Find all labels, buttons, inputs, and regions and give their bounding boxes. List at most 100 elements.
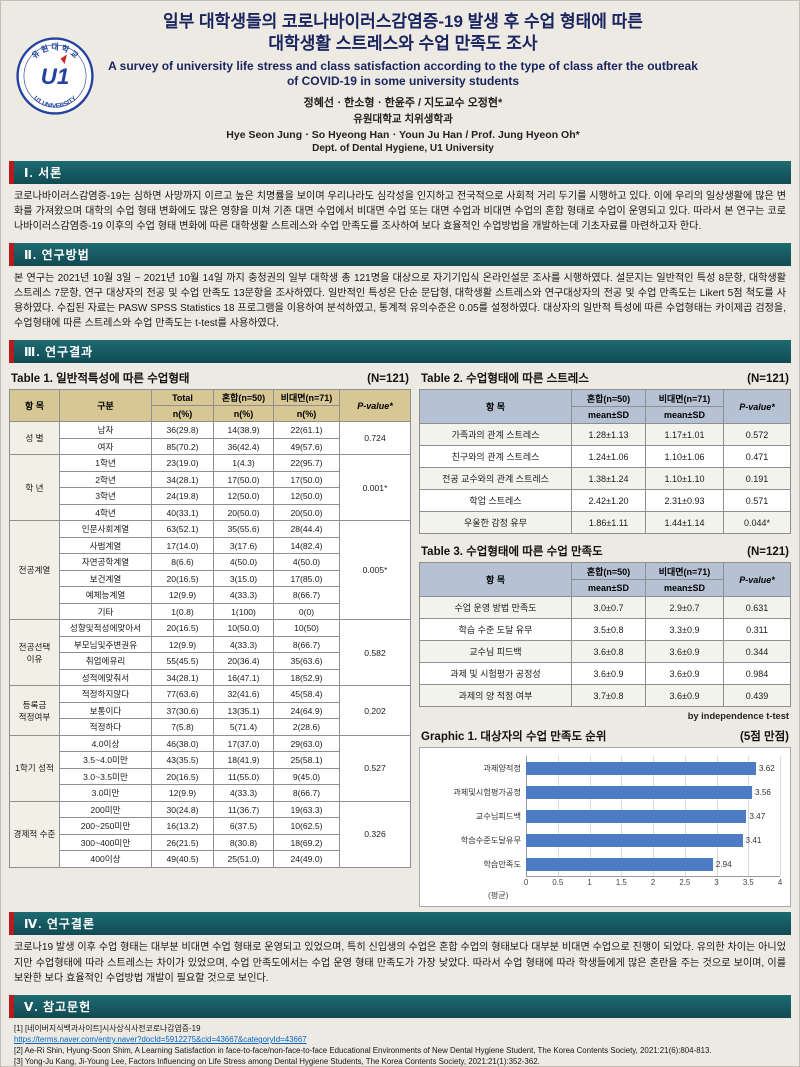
chart-caption: Graphic 1. 대상자의 수업 만족도 순위 (5점 만점) <box>421 728 789 744</box>
column-header: 혼합(n=50) <box>571 562 646 581</box>
table-cell: 적정하다 <box>59 718 152 736</box>
table-cell: 10(50) <box>273 619 340 637</box>
affiliation-english: Dept. of Dental Hygiene, U1 University <box>312 142 494 154</box>
p-value-cell: 0.471 <box>723 445 791 469</box>
table-cell: 3.6±0.9 <box>645 684 724 708</box>
table-row: 1학기 성적 4.0이상 46(38.0) 17(37.0) 29(63.0) 0.527 <box>9 734 411 802</box>
emblem-red-accent <box>60 54 67 64</box>
table-cell: 2.31±0.93 <box>645 489 724 513</box>
table-cell: 17(85.0) <box>273 569 340 588</box>
university-emblem-icon: 유 원 대 학 교 U1 UNIVERSITY U1 <box>16 37 94 115</box>
chart-x-label: (평균) <box>488 891 509 901</box>
table-cell: 4(33.3) <box>213 586 274 604</box>
tick-label: 0.5 <box>552 878 564 888</box>
table-cell: 13(35.1) <box>213 701 274 720</box>
table-cell: 43(35.5) <box>151 751 214 769</box>
table-cell: 6(37.5) <box>213 817 274 835</box>
table-cell: 남자 <box>59 421 152 439</box>
bar <box>526 785 753 799</box>
section-title-results: Ⅲ. 연구결과 <box>9 340 791 364</box>
table-cell: 2(28.6) <box>273 718 340 736</box>
reference-item: [2] Ae-Ri Shin, Hyung-Soon Shim, A Learn… <box>14 1046 712 1056</box>
table-row: 적정하다 7(5.8) 5(71.4) 2(28.6) <box>10 718 411 736</box>
table-cell: 36(29.8) <box>151 421 214 439</box>
table-cell: 55(45.5) <box>151 652 214 670</box>
column-header: Total <box>151 389 214 407</box>
graphic1: Graphic 1. 대상자의 수업 만족도 순위 (5점 만점) 과제양적정 과… <box>419 726 791 908</box>
table-cell: 3.5±0.8 <box>571 618 646 642</box>
table-cell: 3.6±0.9 <box>571 662 646 686</box>
p-value-cell: 0.326 <box>339 800 411 868</box>
category-label: 교수님피드백 <box>475 812 521 822</box>
table-cell: 30(24.8) <box>151 800 214 819</box>
table-row: 400이상 49(40.5) 25(51.0) 24(49.0) <box>10 850 411 868</box>
authors-korean: 정혜선ㆍ한소형ㆍ한윤주 / 지도교수 오정현* <box>303 96 503 109</box>
chart-title: Graphic 1. 대상자의 수업 만족도 순위 <box>421 731 607 744</box>
category-label: 학습수준도달유무 <box>460 836 521 846</box>
p-value-cell: 0.724 <box>339 421 411 456</box>
table-cell: 4(50.0) <box>273 553 340 571</box>
table-cell: 취업에유리 <box>59 652 152 670</box>
results-right-column: Table 2. 수업형태에 따른 스트레스 (N=121) 항 목 혼합(n=… <box>419 368 791 908</box>
table-cell: 63(52.1) <box>151 520 214 538</box>
table-cell: 기타 <box>59 602 152 621</box>
table-row: 가족과의 관계 스트레스 1.28±1.13 1.17±1.01 0.572 <box>419 423 791 447</box>
category-label: 과제양적정 <box>483 764 521 774</box>
conclusion-body: 코로나19 발생 이후 수업 형태는 대부분 비대면 수업 형태로 운영되고 있… <box>14 942 786 984</box>
table-cell: 35(63.6) <box>273 652 340 670</box>
table-row: 과제의 양 적정 여부 3.7±0.8 3.6±0.9 0.439 <box>419 684 791 708</box>
value-label: 3.56 <box>755 787 771 797</box>
tick-label: 2 <box>650 878 656 888</box>
table-cell: 3.6±0.8 <box>571 640 646 664</box>
table-cell: 46(38.0) <box>151 734 214 753</box>
table-cell: 45(58.4) <box>273 685 340 703</box>
table1-body: 성 별 남자 36(29.8) 14(38.9) 22(61.1) 0.724 여자 85(7… <box>9 421 411 868</box>
table-cell: 37(30.6) <box>151 701 214 720</box>
authors-english: Hye Seon JungㆍSo Hyeong HanㆍYoun Ju Han … <box>226 128 580 141</box>
table-row: 3.0~3.5미만 20(16.5) 11(55.0) 9(45.0) <box>10 767 411 786</box>
table-cell: 2.9±0.7 <box>645 596 724 620</box>
references-list: [1] [네이버지식백과사이트]시사상식사전코로나감염증-19 https://t… <box>14 1023 786 1066</box>
table-cell: 25(51.0) <box>213 850 274 868</box>
table3-header: 항 목 혼합(n=50) 비대면(n=71) P-value* mean±SD … <box>419 562 791 598</box>
chart-main: 과제양적정 과제및시험평가공정 교수님피드백 학습수준도달유무 학습만족도 3.62 3.… <box>430 756 781 878</box>
table1-caption: Table 1. 일반적특성에 따른 수업형태 (N=121) <box>11 370 409 386</box>
table-cell: 200미만 <box>59 800 152 819</box>
p-value-cell: 0.191 <box>723 467 791 491</box>
table-cell: 14(38.9) <box>213 421 274 439</box>
table-row: 300~400미만 26(21.5) 8(30.8) 18(69.2) <box>10 833 411 852</box>
table-cell: 16(47.1) <box>213 668 274 687</box>
table1: 항 목 구분 Total 혼합(n=50) 비대면(n=71) P-value*… <box>9 389 411 868</box>
tick-label: 0 <box>523 878 529 888</box>
table1-n: (N=121) <box>367 373 409 386</box>
table-cell: 4(33.3) <box>213 635 274 654</box>
table-cell: 20(36.4) <box>213 652 274 670</box>
p-value-cell: 0.311 <box>723 618 791 642</box>
column-subheader: mean±SD <box>645 406 724 425</box>
table-cell: 77(63.6) <box>151 685 214 703</box>
table1-header: 항 목 구분 Total 혼합(n=50) 비대면(n=71) P-value*… <box>9 389 411 423</box>
table-cell: 12(9.9) <box>151 586 214 604</box>
table-cell: 1.44±1.14 <box>645 511 724 535</box>
table-cell: 300~400미만 <box>59 833 152 852</box>
tick-label: 1 <box>587 878 592 888</box>
table-cell: 19(63.3) <box>273 800 340 819</box>
table-cell: 과제 및 시험평가 공정성 <box>419 662 572 686</box>
column-subheader: mean±SD <box>571 406 646 425</box>
value-label: 3.62 <box>758 763 775 773</box>
chart-panel: 과제양적정 과제및시험평가공정 교수님피드백 학습수준도달유무 학습만족도 3.62 3.… <box>419 747 791 908</box>
column-header: 항 목 <box>9 389 60 423</box>
reference-link[interactable]: https://terms.naver.com/entry.naver?docI… <box>14 1034 307 1044</box>
table-cell: 2.42±1.20 <box>571 489 646 513</box>
row-group-label: 전공계열 <box>9 520 60 621</box>
table-cell: 17(14.0) <box>151 536 214 555</box>
column-header-pvalue: P-value* <box>723 562 791 598</box>
p-value-cell: 0.631 <box>723 596 791 620</box>
table-row: 4학년 40(33.1) 20(50.0) 20(50.0) <box>10 503 411 522</box>
table-cell: 49(40.5) <box>151 850 214 868</box>
table-row: 전공선택 이유 성향및적성에맞아서 20(16.5) 10(50.0) 10(50) 0.… <box>9 619 411 687</box>
table-row: 학 년 1학년 23(19.0) 1(4.3) 22(95.7) 0.001* <box>9 454 411 522</box>
section-title-conclusion: Ⅳ. 연구결론 <box>9 912 791 936</box>
table-cell: 34(28.1) <box>151 668 214 687</box>
tick-label: 2.5 <box>679 878 691 888</box>
